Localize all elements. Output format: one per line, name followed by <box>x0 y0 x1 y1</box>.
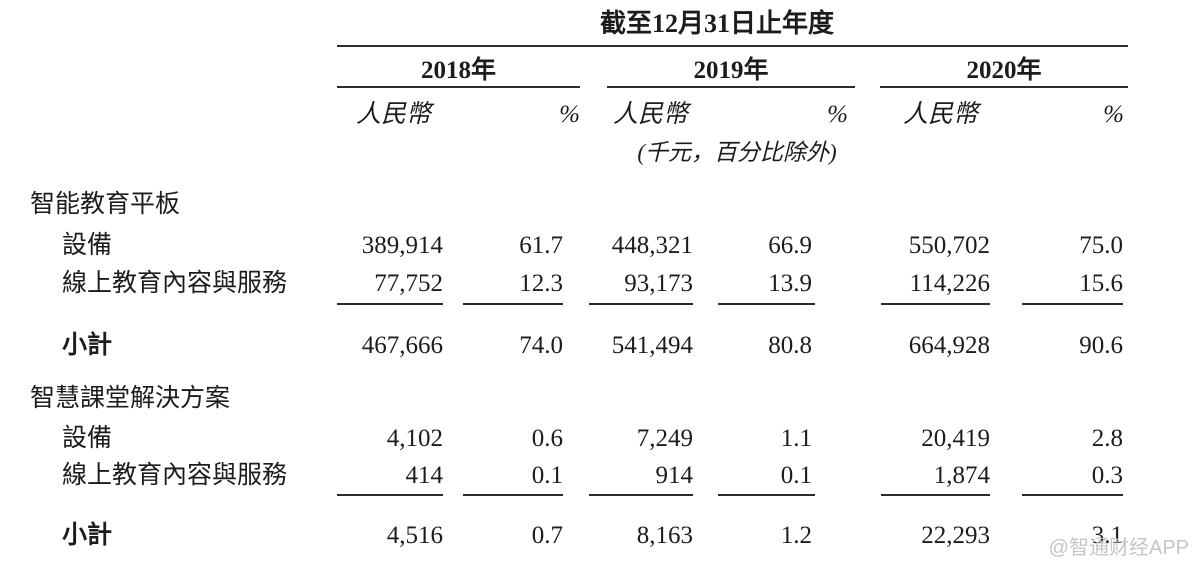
cell-pct-2020: 15.6 <box>1079 270 1123 297</box>
cell-pct-2019: 0.1 <box>780 462 812 489</box>
cell-pct-2020: 75.0 <box>1079 232 1123 259</box>
cell-rmb-2020: 1,874 <box>933 462 990 489</box>
cell-rmb-2018: 467,666 <box>361 332 443 359</box>
cell-rmb-2020: 664,928 <box>908 332 990 359</box>
cell-pct-2020: 2.8 <box>1091 425 1123 452</box>
cell-rmb-2020: 114,226 <box>909 270 990 297</box>
subtotal-rule <box>1022 494 1123 496</box>
subtotal-row: 小計 4,516 0.7 8,163 1.2 22,293 3.1 <box>0 521 1193 551</box>
subtotal-rule <box>589 494 693 496</box>
cell-pct-2018: 12.3 <box>519 270 563 297</box>
cell-pct-2018: 0.6 <box>531 425 563 452</box>
subtotal-rule <box>881 494 990 496</box>
section-header-row: 智慧課堂解決方案 <box>0 384 1193 414</box>
cell-rmb-2019: 7,249 <box>636 425 693 452</box>
section-header-label: 智能教育平板 <box>30 191 181 218</box>
cell-pct-2019: 66.9 <box>768 232 812 259</box>
watermark: @智通财经APP <box>1048 537 1189 559</box>
cell-rmb-2019: 8,163 <box>636 522 693 549</box>
cell-pct-2019: 1.1 <box>780 425 812 452</box>
cell-pct-2019: 13.9 <box>768 270 812 297</box>
cell-pct-2019: 80.8 <box>768 332 812 359</box>
subtotal-rule <box>881 303 990 305</box>
cell-pct-2018: 0.1 <box>531 462 563 489</box>
cell-rmb-2020: 20,419 <box>921 425 990 452</box>
subtotal-rule <box>718 303 815 305</box>
cell-rmb-2018: 4,102 <box>386 425 443 452</box>
subtotal-label: 小計 <box>62 522 113 549</box>
subtotal-rule <box>718 494 815 496</box>
cell-rmb-2019: 914 <box>655 462 694 489</box>
period-title: 截至12月31日止年度 <box>599 9 834 38</box>
subtotal-rule <box>1022 303 1123 305</box>
subtotal-rule <box>337 494 443 496</box>
header-top-rule <box>337 45 1128 47</box>
cell-pct-2020: 90.6 <box>1079 332 1123 359</box>
percent-header-2018: % <box>559 101 580 128</box>
cell-pct-2018: 0.7 <box>531 522 563 549</box>
percent-header-2020: % <box>1103 101 1124 128</box>
unit-note: (千元，百分比除外) <box>637 140 837 165</box>
currency-header-2019: 人民幣 <box>613 101 689 128</box>
subtotal-rule <box>463 494 563 496</box>
subtotal-label: 小計 <box>62 332 113 359</box>
cell-rmb-2020: 22,293 <box>921 522 990 549</box>
table-row: 線上教育內容與服務 77,752 12.3 93,173 13.9 114,22… <box>0 269 1193 299</box>
subtotal-rule <box>463 303 563 305</box>
section-header-row: 智能教育平板 <box>0 190 1193 220</box>
cell-rmb-2019: 541,494 <box>611 332 693 359</box>
cell-rmb-2018: 4,516 <box>386 522 443 549</box>
cell-pct-2018: 61.7 <box>519 232 563 259</box>
year-header-2018: 2018年 <box>337 54 580 88</box>
row-label: 線上教育內容與服務 <box>62 270 288 297</box>
cell-pct-2020: 3.1 <box>1091 522 1123 549</box>
cell-rmb-2018: 414 <box>405 462 444 489</box>
year-header-2019: 2019年 <box>607 54 855 88</box>
percent-header-2019: % <box>827 101 848 128</box>
cell-rmb-2020: 550,702 <box>908 232 990 259</box>
cell-pct-2020: 0.3 <box>1091 462 1123 489</box>
currency-header-2018: 人民幣 <box>356 101 432 128</box>
row-label: 設備 <box>62 425 113 452</box>
cell-rmb-2018: 389,914 <box>361 232 443 259</box>
subtotal-rule <box>589 303 693 305</box>
currency-header-2020: 人民幣 <box>903 101 979 128</box>
cell-pct-2018: 74.0 <box>519 332 563 359</box>
table-row: 設備 389,914 61.7 448,321 66.9 550,702 75.… <box>0 231 1193 261</box>
cell-rmb-2018: 77,752 <box>374 270 443 297</box>
cell-pct-2019: 1.2 <box>780 522 812 549</box>
subtotal-row: 小計 467,666 74.0 541,494 80.8 664,928 90.… <box>0 331 1193 361</box>
table-row: 設備 4,102 0.6 7,249 1.1 20,419 2.8 <box>0 424 1193 454</box>
cell-rmb-2019: 93,173 <box>624 270 693 297</box>
subtotal-rule <box>337 303 443 305</box>
row-label: 設備 <box>62 232 113 259</box>
row-label: 線上教育內容與服務 <box>62 462 288 489</box>
table-row: 線上教育內容與服務 414 0.1 914 0.1 1,874 0.3 <box>0 461 1193 491</box>
year-header-2020: 2020年 <box>880 54 1128 88</box>
section-header-label: 智慧課堂解決方案 <box>30 385 231 412</box>
cell-rmb-2019: 448,321 <box>611 232 693 259</box>
